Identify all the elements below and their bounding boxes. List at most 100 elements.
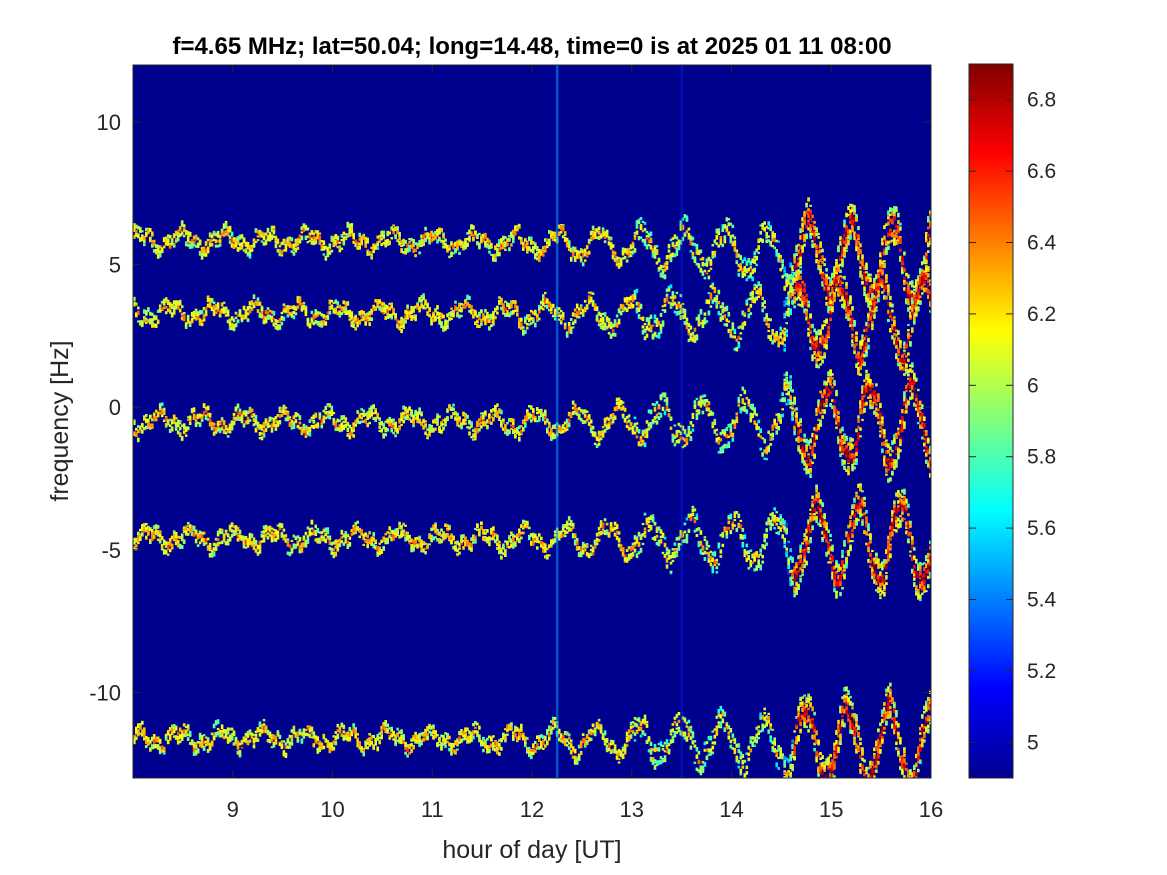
heatmap-cell [180,224,184,227]
heatmap-cell [567,326,571,330]
heatmap-cell [849,310,852,315]
heatmap-cell [727,313,731,317]
heatmap-cell [587,421,591,426]
heatmap-cell [551,425,555,429]
heatmap-cell [729,239,733,244]
heatmap-cell [442,239,445,245]
heatmap-cell [220,419,224,422]
heatmap-cell [137,226,140,230]
heatmap-cell [625,296,629,302]
heatmap-cell [783,266,786,271]
heatmap-cell [143,417,146,421]
heatmap-cell [410,409,413,415]
heatmap-cell [328,251,332,255]
heatmap-cell [252,417,256,422]
heatmap-cell [849,312,852,316]
heatmap-cell [557,424,561,428]
heatmap-cell [865,352,868,357]
heatmap-cell [609,414,613,417]
heatmap-cell [913,285,916,288]
heatmap-cell [743,268,747,273]
heatmap-cell [845,305,848,309]
heatmap-cell [799,297,802,301]
heatmap-cell [883,287,886,292]
heatmap-cell [821,359,824,364]
heatmap-cell [885,274,888,278]
heatmap-cell [857,240,860,245]
heatmap-cell [635,224,639,229]
heatmap-cell [356,410,359,414]
heatmap-cell [589,236,593,240]
heatmap-cell [603,418,607,424]
heatmap-cell [222,230,226,235]
heatmap-cell [396,230,399,235]
heatmap-cell [703,320,707,325]
heatmap-cell [767,335,770,339]
heatmap-cell [831,272,834,277]
heatmap-cell [408,245,411,248]
heatmap-cell [651,248,655,252]
heatmap-cell [328,305,332,311]
heatmap-cell [815,250,818,255]
heatmap-cell [911,327,914,332]
heatmap-cell [180,317,184,321]
heatmap-cell [873,305,876,308]
heatmap-cell [895,344,898,349]
heatmap-cell [496,243,499,247]
heatmap-cell [464,414,467,419]
heatmap-cell [599,434,603,437]
heatmap-cell [276,327,280,331]
heatmap-cell [807,328,810,331]
heatmap-cell [398,320,401,324]
heatmap-cell [258,427,262,430]
heatmap-cell [785,333,788,337]
heatmap-cell [484,317,487,323]
heatmap-cell [190,239,194,244]
heatmap-cell [737,343,741,349]
heatmap-cell [833,283,836,288]
heatmap-cell [799,284,802,289]
heatmap-cell [151,424,154,428]
heatmap-cell [633,293,637,297]
heatmap-cell [284,239,288,244]
heatmap-cell [524,424,527,428]
heatmap-cell [753,259,756,264]
heatmap-cell [903,282,906,285]
heatmap-cell [216,309,220,312]
heatmap-cell [332,235,336,239]
heatmap-cell [637,307,641,312]
heatmap-cell [316,312,320,317]
heatmap-cell [875,291,878,295]
heatmap-cell [456,307,459,310]
heatmap-cell [729,330,733,334]
heatmap-cell [819,241,822,246]
heatmap-cell [530,236,533,241]
heatmap-cell [320,240,324,243]
heatmap-cell [921,261,924,266]
heatmap-cell [498,296,501,299]
heatmap-cell [713,287,717,291]
heatmap-cell [172,234,176,238]
heatmap-cell [436,415,439,421]
heatmap-cell [264,320,268,324]
heatmap-cell [811,214,814,219]
heatmap-cell [133,431,136,435]
heatmap-cell [149,318,152,321]
heatmap-cell [472,310,475,314]
heatmap-cell [851,343,854,347]
heatmap-cell [364,236,367,241]
heatmap-cell [392,418,395,422]
heatmap-cell [384,433,387,437]
heatmap-cell [901,355,904,360]
heatmap-cell [302,431,306,434]
heatmap-cell [889,328,892,333]
heatmap-cell [368,421,371,425]
heatmap-cell [883,226,886,230]
heatmap-cell [170,240,174,246]
heatmap-cell [466,415,469,419]
heatmap-cell [534,322,537,328]
heatmap-cell [573,248,577,253]
heatmap-cell [893,241,896,246]
heatmap-cell [158,245,162,249]
heatmap-cell [915,280,918,286]
